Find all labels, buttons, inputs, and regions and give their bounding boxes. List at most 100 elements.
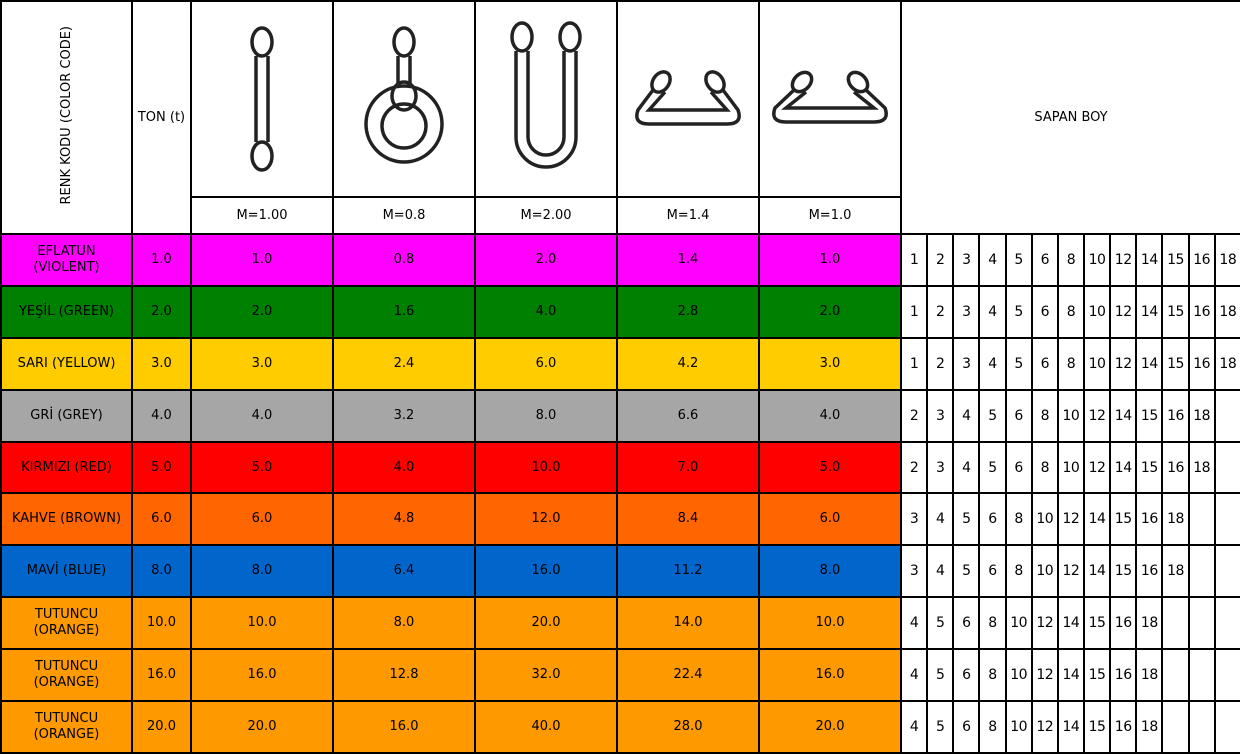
capacity-value: 4.0 — [474, 284, 618, 339]
color-name: YEŞİL (GREEN) — [0, 284, 133, 339]
capacity-value: 1.6 — [332, 284, 476, 339]
capacity-value: 4.2 — [616, 336, 760, 391]
length-value: 2 — [899, 440, 929, 495]
color-name: GRİ (GREY) — [0, 388, 133, 443]
capacity-value: 40.0 — [474, 700, 618, 754]
ton-value: 1.0 — [131, 233, 192, 287]
ton-header: TON (t) — [131, 0, 192, 235]
length-value: 8 — [978, 596, 1007, 651]
length-value: 6 — [1030, 284, 1059, 339]
sapan-boy-header: SAPAN BOY — [900, 0, 1240, 235]
capacity-value: 6.4 — [332, 544, 476, 599]
capacity-value: 6.0 — [474, 336, 618, 391]
length-value: 6 — [978, 544, 1007, 599]
length-value: 15 — [1161, 233, 1190, 287]
capacity-value: 1.4 — [616, 233, 760, 287]
ton-value: 5.0 — [131, 440, 192, 495]
length-value: 18 — [1161, 544, 1190, 599]
capacity-value: 16.0 — [190, 648, 334, 703]
capacity-value: 6.0 — [190, 492, 334, 547]
length-value: 12 — [1030, 596, 1059, 651]
factor-label: M=2.00 — [474, 196, 618, 235]
ton-value: 8.0 — [131, 544, 192, 599]
length-value: 5 — [926, 700, 955, 754]
basket-angle-sling-icon — [616, 0, 760, 198]
vertical-sling-icon — [190, 0, 334, 198]
table-row: TUTUNCU (ORANGE) 10.0 10.0 8.0 20.0 14.0 10.0 4 5… — [0, 596, 1240, 651]
length-value: 8 — [1056, 233, 1085, 287]
length-value: 10 — [1004, 700, 1033, 754]
length-value — [1187, 492, 1216, 547]
table-row: TUTUNCU (ORANGE) 16.0 16.0 12.8 32.0 22.4 16.0 4… — [0, 648, 1240, 703]
length-value: 8 — [1030, 440, 1059, 495]
length-value: 15 — [1161, 336, 1190, 391]
capacity-value: 32.0 — [474, 648, 618, 703]
length-value — [1187, 596, 1216, 651]
length-value: 5 — [952, 492, 981, 547]
capacity-value: 2.0 — [474, 233, 618, 287]
capacity-value: 1.0 — [758, 233, 902, 287]
table-row: KAHVE (BROWN) 6.0 6.0 4.8 12.0 8.4 6.0 3 4 5 6 8 10 1… — [0, 492, 1240, 547]
length-value: 14 — [1082, 492, 1112, 547]
length-value: 6 — [1030, 336, 1059, 391]
length-value: 5 — [978, 440, 1007, 495]
color-name: KAHVE (BROWN) — [0, 492, 133, 547]
capacity-value: 6.0 — [758, 492, 902, 547]
capacity-value: 8.0 — [758, 544, 902, 599]
length-value: 5 — [1004, 336, 1033, 391]
length-value: 6 — [952, 700, 981, 754]
capacity-value: 2.8 — [616, 284, 760, 339]
length-value: 8 — [1056, 284, 1085, 339]
capacity-value: 4.0 — [758, 388, 902, 443]
length-value: 3 — [899, 544, 929, 599]
capacity-value: 6.6 — [616, 388, 760, 443]
capacity-value: 0.8 — [332, 233, 476, 287]
length-value: 16 — [1187, 284, 1216, 339]
length-value: 16 — [1135, 492, 1164, 547]
header-row-icons: RENK KODU (COLOR CODE) TON (t) — [0, 0, 1240, 235]
capacity-value: 20.0 — [190, 700, 334, 754]
length-value — [1213, 440, 1240, 495]
length-value: 12 — [1109, 233, 1138, 287]
table-row: TUTUNCU (ORANGE) 20.0 20.0 16.0 40.0 28.0 20.0 4… — [0, 700, 1240, 754]
color-name: TUTUNCU (ORANGE) — [0, 700, 133, 754]
capacity-value: 5.0 — [758, 440, 902, 495]
length-value: 16 — [1109, 648, 1138, 703]
color-name: TUTUNCU (ORANGE) — [0, 596, 133, 651]
length-value: 10 — [1056, 440, 1085, 495]
table-row: EFLATUN (VIOLENT) 1.0 1.0 0.8 2.0 1.4 1.0 1 2 3 4 5 6… — [0, 233, 1240, 287]
table-row: SARI (YELLOW) 3.0 3.0 2.4 6.0 4.2 3.0 1 2 3 4 5 6 8 10… — [0, 336, 1240, 391]
length-value: 1 — [899, 284, 929, 339]
ton-value: 2.0 — [131, 284, 192, 339]
color-name: SARI (YELLOW) — [0, 336, 133, 391]
length-value: 8 — [978, 648, 1007, 703]
length-value: 3 — [952, 233, 981, 287]
length-value: 1 — [899, 336, 929, 391]
length-value: 15 — [1161, 284, 1190, 339]
length-value: 15 — [1135, 388, 1164, 443]
length-value: 8 — [1030, 388, 1059, 443]
length-value: 14 — [1135, 336, 1164, 391]
length-value: 16 — [1109, 700, 1138, 754]
ton-value: 16.0 — [131, 648, 192, 703]
length-value: 12 — [1109, 336, 1138, 391]
capacity-value: 4.0 — [332, 440, 476, 495]
color-name: KIRMIZI (RED) — [0, 440, 133, 495]
length-value: 16 — [1161, 388, 1190, 443]
capacity-value: 16.0 — [758, 648, 902, 703]
length-value — [1161, 700, 1190, 754]
length-value: 14 — [1109, 440, 1138, 495]
length-value: 18 — [1187, 440, 1216, 495]
length-value: 14 — [1056, 648, 1085, 703]
capacity-value: 1.0 — [190, 233, 334, 287]
length-value: 10 — [1004, 596, 1033, 651]
length-value: 10 — [1030, 492, 1059, 547]
length-value — [1213, 388, 1240, 443]
capacity-value: 10.0 — [758, 596, 902, 651]
table-row: KIRMIZI (RED) 5.0 5.0 4.0 10.0 7.0 5.0 2 3 4 5 6 8 10… — [0, 440, 1240, 495]
factor-label: M=1.4 — [616, 196, 760, 235]
length-value: 18 — [1213, 284, 1240, 339]
capacity-value: 16.0 — [474, 544, 618, 599]
length-value: 2 — [926, 284, 955, 339]
